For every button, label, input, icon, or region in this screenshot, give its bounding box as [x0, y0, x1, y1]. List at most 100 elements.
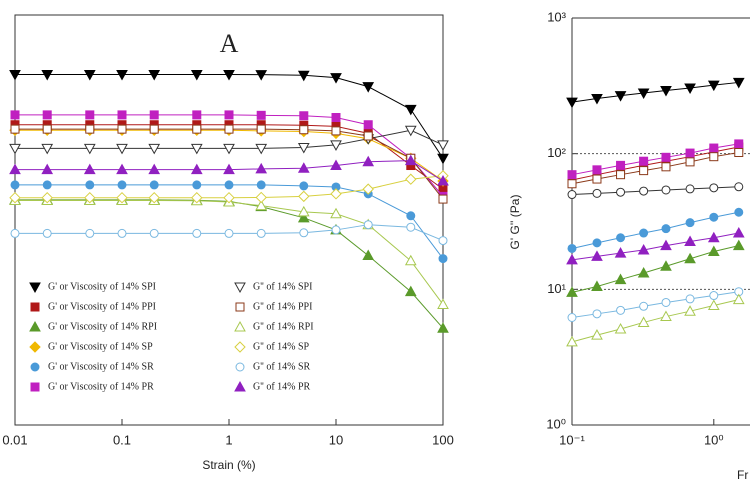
- legend-marker: [234, 380, 246, 392]
- data-point: [661, 224, 671, 234]
- legend-label: G' or Viscosity of 14% SP: [48, 341, 153, 352]
- data-point: [438, 194, 448, 204]
- data-point: [223, 69, 235, 81]
- legend-marker: [234, 320, 246, 332]
- x-axis-label: Fr: [737, 468, 748, 482]
- legend-marker: [235, 302, 245, 312]
- data-point: [437, 322, 449, 333]
- data-point: [9, 69, 21, 81]
- data-point: [639, 301, 649, 311]
- data-point: [685, 148, 695, 158]
- data-point: [224, 180, 234, 190]
- data-point: [116, 69, 128, 81]
- data-point: [732, 227, 745, 238]
- data-point: [661, 185, 671, 195]
- x-tick-label: 0.01: [2, 432, 27, 447]
- data-point: [330, 73, 342, 84]
- data-point: [592, 188, 602, 198]
- data-point: [299, 111, 309, 121]
- data-point: [299, 228, 309, 238]
- data-point: [592, 174, 602, 184]
- data-point: [684, 83, 696, 94]
- data-point: [707, 299, 720, 311]
- data-point: [362, 155, 375, 167]
- data-point: [661, 152, 671, 162]
- data-point: [567, 243, 577, 253]
- data-point: [362, 82, 375, 93]
- data-point: [732, 77, 745, 89]
- data-point: [255, 70, 268, 81]
- data-point: [363, 120, 373, 130]
- data-point: [637, 243, 650, 255]
- legend-marker: [235, 362, 245, 372]
- data-point: [734, 147, 744, 157]
- y-tick-label: 10²: [547, 145, 566, 160]
- legend-label: G' or Viscosity of 14% PPI: [48, 301, 156, 312]
- legend-label: G'' of 14% SPI: [253, 281, 312, 292]
- data-point: [190, 143, 203, 155]
- data-point: [707, 231, 720, 243]
- data-point: [614, 322, 627, 334]
- data-point: [567, 179, 577, 189]
- data-point: [732, 293, 745, 305]
- data-point: [42, 124, 52, 134]
- data-point: [190, 69, 203, 81]
- data-point: [437, 153, 449, 165]
- data-point: [684, 252, 696, 264]
- data-point: [192, 180, 202, 190]
- data-point: [438, 254, 448, 264]
- data-point: [331, 126, 341, 136]
- x-tick-label: 10: [329, 432, 343, 447]
- data-point: [437, 298, 449, 309]
- data-point: [299, 181, 309, 191]
- data-point: [42, 110, 52, 120]
- data-point: [192, 110, 202, 120]
- data-point: [149, 124, 159, 134]
- data-point: [709, 212, 719, 222]
- data-point: [117, 180, 127, 190]
- data-point: [41, 192, 53, 204]
- data-point: [330, 159, 342, 171]
- data-point: [614, 247, 627, 258]
- data-point: [406, 222, 416, 232]
- data-point: [10, 228, 20, 238]
- data-point: [9, 143, 21, 155]
- data-point: [41, 163, 54, 175]
- data-point: [42, 180, 52, 190]
- data-point: [566, 335, 578, 347]
- data-point: [707, 245, 720, 257]
- data-point: [330, 207, 342, 219]
- data-point: [255, 143, 268, 155]
- data-point: [734, 139, 744, 149]
- data-point: [223, 192, 235, 204]
- data-point: [660, 239, 672, 251]
- data-point: [685, 157, 695, 167]
- data-point: [85, 110, 95, 120]
- data-point: [685, 184, 695, 194]
- legend-label: G'' of 14% PR: [253, 381, 311, 392]
- data-point: [10, 124, 20, 134]
- data-point: [637, 88, 650, 100]
- data-point: [404, 125, 417, 137]
- data-point: [255, 162, 268, 174]
- data-point: [85, 124, 95, 134]
- data-point: [83, 143, 96, 155]
- data-point: [639, 156, 649, 166]
- data-point: [256, 110, 266, 120]
- data-point: [9, 192, 21, 204]
- x-tick-label: 0.1: [113, 432, 131, 447]
- data-point: [297, 142, 310, 154]
- data-point: [614, 273, 627, 285]
- data-point: [734, 207, 744, 217]
- panel-title: A: [220, 29, 239, 58]
- data-point: [117, 124, 127, 134]
- data-point: [592, 165, 602, 175]
- data-point: [116, 192, 128, 204]
- data-point: [734, 182, 744, 192]
- data-point: [684, 305, 696, 316]
- data-point: [685, 218, 695, 228]
- data-point: [297, 205, 310, 217]
- data-point: [83, 163, 96, 175]
- legend-label: G'' of 14% RPI: [253, 321, 314, 332]
- legend-marker: [30, 362, 40, 372]
